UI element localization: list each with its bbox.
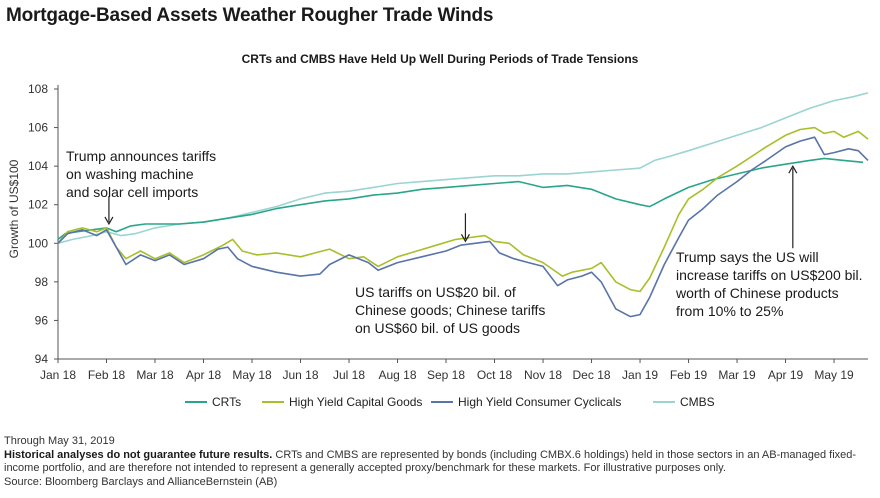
legend-label: High Yield Consumer Cyclicals <box>458 395 621 409</box>
x-tick-label: Dec 18 <box>573 368 611 382</box>
disclaimer: Historical analyses do not guarantee fut… <box>4 449 880 476</box>
chart-title: CRTs and CMBS Have Held Up Well During P… <box>241 52 639 66</box>
annotation-us-china-tariffs: US tariffs on US$20 bil. of Chinese good… <box>355 284 546 336</box>
footer: Through May 31, 2019 Historical analyses… <box>4 435 880 489</box>
annotation-tariff-increase: Trump says the US will increase tariffs … <box>676 249 863 319</box>
x-tick-label: Apr 19 <box>768 368 804 382</box>
x-tick-label: Apr 18 <box>186 368 222 382</box>
x-tick-label: Jan 18 <box>40 368 76 382</box>
source-note: Source: Bloomberg Barclays and AllianceB… <box>4 475 278 488</box>
disclaimer-bold: Historical analyses do not guarantee fut… <box>4 448 273 461</box>
x-tick-label: Aug 18 <box>378 368 416 382</box>
legend-label: CMBS <box>680 395 715 409</box>
x-axis: Jan 18 Feb 18 Mar 18 Apr 18 May 18 Jun 18 Jul … <box>40 358 868 382</box>
y-tick-label: 94 <box>35 352 49 366</box>
x-tick-label: Feb 19 <box>670 368 708 382</box>
y-tick-label: 106 <box>28 121 48 135</box>
y-axis-label: Growth of US$100 <box>7 159 21 258</box>
legend-label: CRTs <box>212 395 241 409</box>
x-tick-label: Mar 19 <box>718 368 756 382</box>
x-tick-label: Jun 18 <box>282 368 318 382</box>
x-tick-label: Mar 18 <box>136 368 174 382</box>
x-tick-label: Nov 18 <box>524 368 562 382</box>
y-axis: 94 96 98 100 102 104 106 108 <box>28 82 59 366</box>
annotation-arrowhead <box>104 216 114 226</box>
y-tick-label: 104 <box>28 159 48 173</box>
legend-label: High Yield Capital Goods <box>289 395 422 409</box>
x-tick-label: Jul 18 <box>333 368 365 382</box>
y-tick-label: 100 <box>28 236 48 250</box>
series-line-high-yield-consumer-cyclicals <box>57 136 869 318</box>
legend: CRTs High Yield Capital Goods High Yield C… <box>185 395 715 409</box>
line-chart: 94 96 98 100 102 104 106 108 Jan 18 Feb 18 Mar 18… <box>7 82 869 409</box>
x-tick-label: May 18 <box>232 368 272 382</box>
x-tick-label: Sep 18 <box>427 368 465 382</box>
series-line-cmbs <box>57 92 869 245</box>
y-tick-label: 102 <box>28 198 48 212</box>
y-tick-label: 108 <box>28 82 48 96</box>
x-tick-label: May 19 <box>814 368 854 382</box>
x-tick-label: Jan 19 <box>622 368 658 382</box>
x-tick-label: Oct 18 <box>477 368 513 382</box>
disclaimer-text: CRTs and CMBS are represented by bonds (… <box>4 448 857 475</box>
series-line-crts <box>57 157 864 241</box>
annotation-washing-machine-tariffs: Trump announces tariffs on washing machi… <box>66 148 217 200</box>
date-note: Through May 31, 2019 <box>4 435 115 447</box>
series-layer <box>57 92 869 318</box>
y-tick-label: 98 <box>35 275 49 289</box>
page-title: Mortgage-Based Assets Weather Rougher Tr… <box>6 5 494 26</box>
y-tick-label: 96 <box>35 313 49 327</box>
annotation-arrowhead <box>788 165 798 174</box>
series-line-high-yield-capital-goods <box>57 126 869 293</box>
x-tick-label: Feb 18 <box>88 368 126 382</box>
annotation-arrowhead <box>460 233 470 243</box>
annotation-arrows <box>104 165 798 249</box>
